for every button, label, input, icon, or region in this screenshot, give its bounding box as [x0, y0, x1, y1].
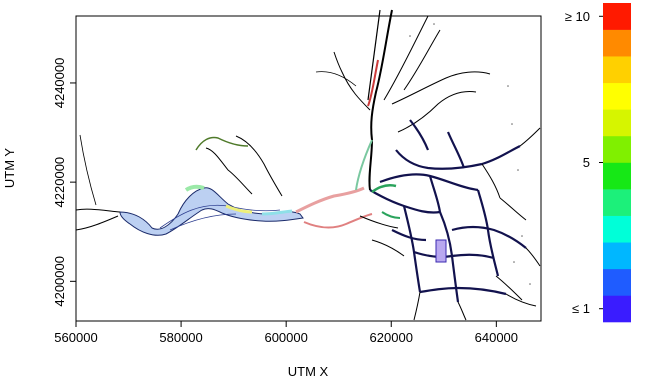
north-tributary	[383, 15, 429, 101]
delta-lavender-pool	[435, 239, 447, 263]
strait-green	[184, 184, 205, 192]
colorbar: ≥ 10 5 ≤ 1	[565, 3, 631, 323]
x-tick-label: 620000	[370, 330, 413, 345]
colorbar-cell	[603, 135, 631, 163]
north-tributary	[391, 71, 491, 105]
west-shoreline	[75, 215, 119, 231]
west-creek	[79, 134, 97, 206]
x-tick-label: 560000	[54, 330, 97, 345]
slough-red	[303, 213, 373, 229]
colorbar-cell	[603, 215, 631, 243]
x-tick-label: 600000	[264, 330, 307, 345]
y-axis: 4200000 4220000 4240000	[52, 58, 76, 307]
colorbar-cell	[603, 82, 631, 110]
sacramento-river-green	[355, 139, 373, 191]
colorbar-cell	[603, 162, 631, 190]
slough-olive	[205, 147, 253, 195]
strait-cyan	[261, 209, 293, 216]
delta-green-segment	[371, 184, 397, 194]
slough-red	[295, 186, 365, 214]
colorbar-cell	[603, 29, 631, 57]
strait-yellow	[225, 204, 253, 214]
colorbar-cell	[603, 268, 631, 296]
colorbar-cell	[603, 189, 631, 216]
eastern-dots	[409, 23, 531, 285]
sacramento-river	[368, 9, 393, 191]
colorbar-label: ≥ 10	[565, 9, 590, 24]
bay-water-body	[119, 187, 304, 236]
colorbar-cell	[603, 3, 631, 30]
y-tick-label: 4200000	[52, 256, 67, 307]
delta-green-segment	[381, 211, 401, 219]
colorbar-cell	[603, 56, 631, 84]
north-tributary	[397, 91, 477, 133]
y-tick-label: 4220000	[52, 157, 67, 208]
plot-frame	[75, 15, 542, 322]
y-tick-label: 4240000	[52, 58, 67, 109]
x-tick-label: 640000	[475, 330, 518, 345]
delta-secondary-channels	[359, 127, 541, 321]
x-tick-label: 580000	[159, 330, 202, 345]
west-shoreline	[75, 208, 121, 213]
sacramento-river-red	[367, 59, 379, 107]
north-tributary	[333, 51, 371, 111]
y-axis-title: UTM Y	[2, 148, 17, 189]
colorbar-cell	[603, 242, 631, 270]
colorbar-cells	[603, 3, 631, 323]
sacramento-river-parallel	[367, 9, 381, 101]
north-tributary	[403, 29, 441, 91]
colorbar-label: ≤ 1	[572, 301, 590, 316]
north-tributary	[315, 71, 357, 87]
colorbar-labels: ≥ 10 5 ≤ 1	[565, 9, 603, 316]
x-axis-title: UTM X	[288, 364, 329, 379]
slough-olive	[195, 136, 249, 151]
colorbar-cell	[603, 109, 631, 137]
colorbar-cell	[603, 295, 631, 323]
delta-channel-network	[369, 119, 527, 303]
bay-channel	[169, 213, 237, 231]
waterway-map	[75, 9, 541, 321]
colorbar-label: 5	[583, 155, 590, 170]
x-axis: 560000 580000 600000 620000 640000	[54, 321, 518, 345]
slough-olive	[235, 135, 283, 197]
